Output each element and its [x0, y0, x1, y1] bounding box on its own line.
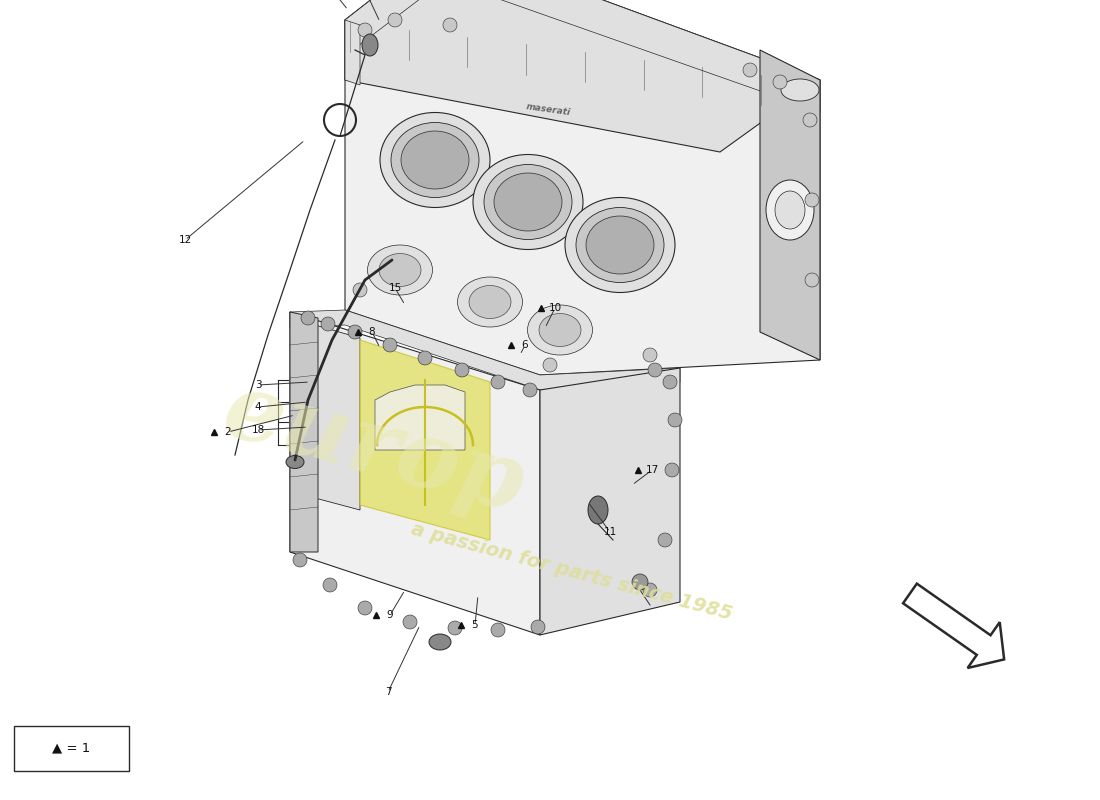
Text: ▲ = 1: ▲ = 1	[53, 742, 90, 754]
Circle shape	[742, 63, 757, 77]
Ellipse shape	[588, 496, 608, 524]
Ellipse shape	[458, 277, 522, 327]
Polygon shape	[290, 310, 680, 390]
Circle shape	[543, 358, 557, 372]
Circle shape	[632, 574, 648, 590]
Circle shape	[448, 621, 462, 635]
Ellipse shape	[362, 34, 378, 56]
FancyBboxPatch shape	[14, 726, 129, 771]
Text: 11: 11	[604, 527, 617, 537]
Text: 6: 6	[521, 340, 528, 350]
Polygon shape	[540, 368, 680, 635]
Circle shape	[418, 351, 432, 365]
Ellipse shape	[484, 165, 572, 239]
Ellipse shape	[528, 305, 593, 355]
Text: 8: 8	[368, 327, 375, 337]
Ellipse shape	[776, 191, 805, 229]
Ellipse shape	[390, 122, 478, 198]
Ellipse shape	[367, 245, 432, 295]
Polygon shape	[345, 0, 820, 152]
Circle shape	[491, 375, 505, 389]
Text: 4: 4	[255, 402, 262, 412]
Circle shape	[443, 18, 456, 32]
Polygon shape	[345, 0, 820, 375]
Ellipse shape	[473, 154, 583, 250]
Circle shape	[358, 601, 372, 615]
Ellipse shape	[429, 634, 451, 650]
Circle shape	[348, 325, 362, 339]
Text: 10: 10	[549, 303, 562, 313]
Ellipse shape	[539, 314, 581, 346]
Text: 15: 15	[388, 283, 401, 293]
Circle shape	[658, 533, 672, 547]
Circle shape	[293, 553, 307, 567]
Polygon shape	[345, 0, 820, 112]
Circle shape	[491, 623, 505, 637]
Circle shape	[803, 113, 817, 127]
Circle shape	[648, 363, 662, 377]
Text: 9: 9	[387, 610, 394, 620]
Polygon shape	[760, 50, 820, 360]
Circle shape	[321, 317, 336, 331]
Text: 2: 2	[224, 427, 231, 437]
Ellipse shape	[781, 79, 820, 101]
Text: 18: 18	[252, 425, 265, 435]
Circle shape	[358, 23, 372, 37]
Circle shape	[666, 463, 679, 477]
Polygon shape	[345, 20, 360, 85]
Text: maserati: maserati	[525, 102, 571, 118]
Ellipse shape	[379, 254, 421, 286]
Polygon shape	[375, 385, 465, 450]
Text: 3: 3	[255, 380, 262, 390]
Circle shape	[668, 413, 682, 427]
Circle shape	[388, 13, 401, 27]
Circle shape	[805, 193, 820, 207]
Text: a passion for parts since 1985: a passion for parts since 1985	[409, 520, 735, 624]
Circle shape	[353, 283, 367, 297]
Circle shape	[805, 273, 820, 287]
Text: 7: 7	[385, 687, 392, 697]
Text: 17: 17	[646, 465, 659, 475]
Polygon shape	[290, 312, 318, 552]
Polygon shape	[360, 340, 490, 540]
Ellipse shape	[469, 286, 512, 318]
Circle shape	[383, 338, 397, 352]
Circle shape	[644, 348, 657, 362]
Circle shape	[773, 75, 786, 89]
Circle shape	[663, 375, 676, 389]
Circle shape	[644, 583, 657, 597]
Ellipse shape	[402, 131, 469, 189]
Circle shape	[531, 620, 544, 634]
Circle shape	[455, 363, 469, 377]
Text: 5: 5	[472, 620, 478, 630]
Ellipse shape	[766, 180, 814, 240]
Circle shape	[323, 578, 337, 592]
Text: 12: 12	[178, 235, 191, 245]
Ellipse shape	[576, 207, 664, 282]
Circle shape	[403, 615, 417, 629]
Ellipse shape	[565, 198, 675, 293]
Ellipse shape	[494, 173, 562, 231]
Polygon shape	[290, 312, 540, 635]
Ellipse shape	[286, 455, 304, 469]
Circle shape	[301, 311, 315, 325]
Ellipse shape	[586, 216, 654, 274]
Circle shape	[522, 383, 537, 397]
Polygon shape	[315, 325, 360, 510]
Text: europ: europ	[213, 365, 535, 531]
Polygon shape	[903, 584, 1004, 668]
Ellipse shape	[379, 113, 490, 207]
